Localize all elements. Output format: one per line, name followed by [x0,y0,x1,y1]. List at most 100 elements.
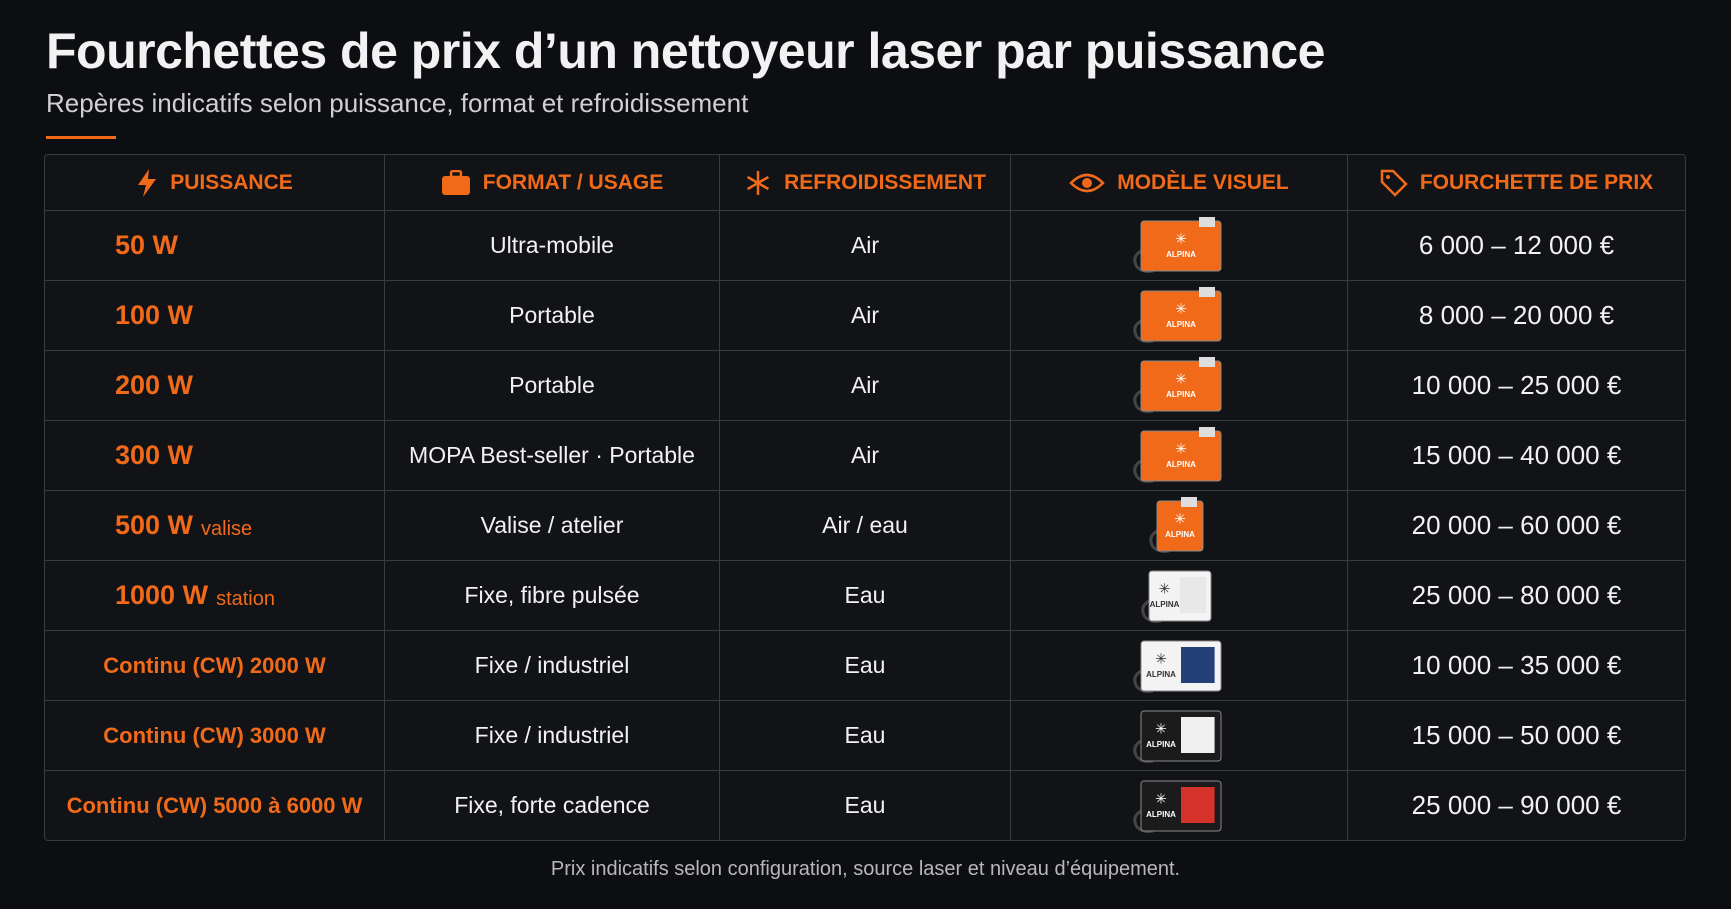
eye-icon [1069,173,1106,192]
power-value: 500 W [115,510,194,540]
brand-logo: ✳ [1155,650,1167,666]
brand-logo: ✳ [1155,790,1167,806]
column-label: REFROIDISSEMENT [784,170,986,194]
price-cell: 20 000 – 60 000 € [1347,491,1685,560]
power-note: valise [201,518,253,540]
cooling-cell: Air [719,421,1010,490]
cooling-cell: Eau [719,701,1010,770]
brand-logo: ✳ [1175,230,1187,246]
machine-handle [1199,286,1215,297]
machine-handle [1199,426,1215,437]
machine-body [1140,360,1222,411]
power-cell: 300 W [45,421,384,490]
column-header: REFROIDISSEMENT [719,155,1010,210]
table-row: Continu (CW) 5000 à 6000 W Fixe, forte ca… [45,770,1685,840]
format-cell: Fixe, fibre pulsée [384,561,719,630]
column-label: MODÈLE VISUEL [1117,170,1289,194]
power-value: 50 W [115,230,179,260]
machine-body [1140,430,1222,481]
price-cell: 15 000 – 40 000 € [1347,421,1685,490]
brand-logo: ✳ [1175,300,1187,316]
format-cell: Portable [384,281,719,350]
cooling-cell: Eau [719,561,1010,630]
snowflake-icon [747,170,770,195]
column-header: MODÈLE VISUEL [1010,155,1347,210]
table-row: Continu (CW) 2000 W Fixe / industriel Eau A… [45,630,1685,700]
machine-panel [1181,716,1215,753]
visual-cell: ALPINA ✳ [1010,771,1347,840]
machine-handle [1181,496,1197,507]
price-cell: 25 000 – 80 000 € [1347,561,1685,630]
table-row: 50 W Ultra-mobile Air ALPINA ✳ 6 000 – 12 000… [45,210,1685,280]
footnote: Prix indicatifs selon configuration, sou… [550,858,1181,880]
accent-rule [46,136,116,139]
brand-label: ALPINA [1166,320,1196,329]
brand-label: ALPINA [1166,390,1196,399]
format-cell: Portable [384,351,719,420]
brand-label: ALPINA [1166,460,1196,469]
machine-panel [1181,786,1215,823]
power-cell: 1000 W station [45,561,384,630]
table-row: 500 W valise Valise / atelier Air / eau ALPI… [45,490,1685,560]
table-row: 300 W MOPA Best-seller · Portable Air ALPIN… [45,420,1685,490]
column-header: FORMAT / USAGE [384,155,719,210]
column-label: PUISSANCE [170,170,293,194]
power-value: Continu (CW) 5000 à 6000 W [66,792,363,818]
power-cell: 200 W [45,351,384,420]
brand-label: ALPINA [1150,600,1180,609]
machine-handle [1199,216,1215,227]
machine-image: ALPINA ✳ [1133,780,1222,833]
format-cell: Fixe / industriel [384,631,719,700]
table-row: 1000 W station Fixe, fibre pulsée Eau ALPINA… [45,560,1685,630]
power-cell: Continu (CW) 3000 W [45,701,384,770]
power-value: 100 W [115,300,194,330]
cooling-cell: Air [719,351,1010,420]
price-cell: 10 000 – 25 000 € [1347,351,1685,420]
visual-cell: ALPINA ✳ [1010,211,1347,280]
visual-cell: ALPINA ✳ [1010,421,1347,490]
brand-label: ALPINA [1146,670,1176,679]
power-value: 300 W [115,440,194,470]
cooling-cell: Air / eau [719,491,1010,560]
price-cell: 10 000 – 35 000 € [1347,631,1685,700]
column-header: FOURCHETTE DE PRIX [1347,155,1685,210]
format-cell: Fixe, forte cadence [384,771,719,840]
column-label: FOURCHETTE DE PRIX [1419,170,1654,194]
price-cell: 6 000 – 12 000 € [1347,211,1685,280]
machine-image: ALPINA ✳ [1133,216,1222,273]
power-value: 1000 W [115,580,209,610]
power-cell: 100 W [45,281,384,350]
briefcase-icon [441,169,470,195]
visual-cell: ALPINA ✳ [1010,561,1347,630]
machine-image: ALPINA ✳ [1141,570,1212,623]
format-cell: Valise / atelier [384,491,719,560]
power-cell: 50 W [45,211,384,280]
machine-image: ALPINA ✳ [1133,426,1222,483]
visual-cell: ALPINA ✳ [1010,701,1347,770]
visual-cell: ALPINA ✳ [1010,491,1347,560]
price-table: PUISSANCE FORMAT / USAGE REFROIDISSEMENT… [44,154,1686,841]
machine-image: ALPINA ✳ [1149,496,1204,553]
machine-panel [1181,646,1215,683]
format-cell: Fixe / industriel [384,701,719,770]
machine-image: ALPINA ✳ [1133,640,1222,693]
machine-image: ALPINA ✳ [1133,286,1222,343]
power-cell: Continu (CW) 5000 à 6000 W [45,771,384,840]
cooling-cell: Air [719,211,1010,280]
power-cell: 500 W valise [45,491,384,560]
brand-label: ALPINA [1165,530,1195,539]
machine-body [1140,290,1222,341]
machine-body [1140,220,1222,271]
brand-logo: ✳ [1175,440,1187,456]
table-row: 100 W Portable Air ALPINA ✳ 8 000 – 20 000 € [45,280,1685,350]
cooling-cell: Air [719,281,1010,350]
machine-body [1156,500,1204,551]
price-cell: 15 000 – 50 000 € [1347,701,1685,770]
machine-handle [1199,356,1215,367]
power-value: Continu (CW) 3000 W [103,722,326,748]
power-note: station [216,588,275,610]
header-row: PUISSANCE FORMAT / USAGE REFROIDISSEMENT… [45,155,1685,210]
brand-logo: ✳ [1155,720,1167,736]
price-cell: 25 000 – 90 000 € [1347,771,1685,840]
